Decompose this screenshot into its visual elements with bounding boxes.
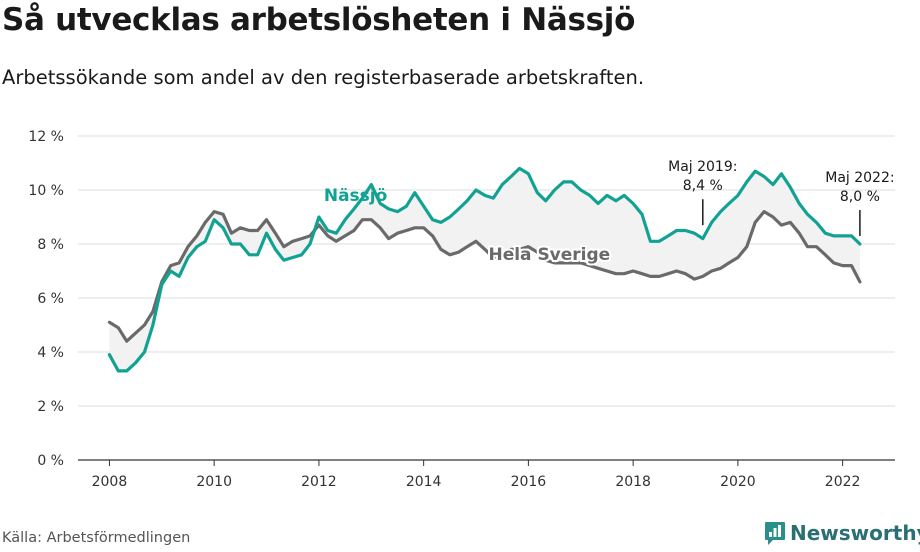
chart-title: Så utvecklas arbetslösheten i Nässjö	[2, 2, 636, 38]
x-tick-label: 2018	[615, 474, 651, 490]
y-tick-label: 6 %	[37, 291, 64, 307]
x-tick-label: 2008	[92, 474, 128, 490]
annotation-label-line1: Maj 2022:	[825, 170, 894, 186]
x-tick-label: 2014	[406, 474, 442, 490]
annotation-label-line2: 8,0 %	[840, 189, 880, 205]
series-line-nassjo	[107, 166, 862, 373]
annotations: Maj 2019: 8,4 % Maj 2022: 8,0 %	[668, 159, 895, 236]
series-label-hela-sverige: Hela Sverige	[488, 245, 610, 265]
series-label-nassjo: Nässjö	[324, 186, 387, 206]
axes: 0 % 2 % 4 % 6 % 8 % 10 % 12 % 2008 2010 2012 2014 2…	[28, 129, 860, 490]
x-tick-label: 2016	[511, 474, 547, 490]
y-tick-label: 8 %	[37, 237, 64, 253]
y-tick-label: 12 %	[28, 129, 64, 145]
series-labels: Nässjö Hela Sverige	[324, 186, 612, 267]
x-tick-label: 2020	[720, 474, 756, 490]
series-line-hela-sverige	[107, 210, 862, 343]
source-note: Källa: Arbetsförmedlingen	[2, 530, 191, 546]
newsworthy-chart-icon	[765, 522, 785, 545]
annotation-label-line1: Maj 2019:	[668, 159, 737, 175]
x-tick-label: 2010	[196, 474, 232, 490]
x-tick-label: 2022	[825, 474, 861, 490]
x-tick-label: 2012	[301, 474, 337, 490]
series-lines	[107, 166, 862, 373]
brand-logo[interactable]: Newsworthy	[764, 520, 920, 546]
y-tick-label: 2 %	[37, 399, 64, 415]
y-tick-label: 10 %	[28, 183, 64, 199]
y-tick-label: 4 %	[37, 345, 64, 361]
brand-name: Newsworthy	[790, 521, 920, 545]
gap-area	[109, 168, 860, 371]
gap-fill	[109, 168, 860, 371]
annotation-label-line2: 8,4 %	[683, 178, 723, 194]
y-tick-label: 0 %	[37, 453, 64, 469]
chart-subtitle: Arbetssökande som andel av den registerb…	[2, 66, 645, 89]
